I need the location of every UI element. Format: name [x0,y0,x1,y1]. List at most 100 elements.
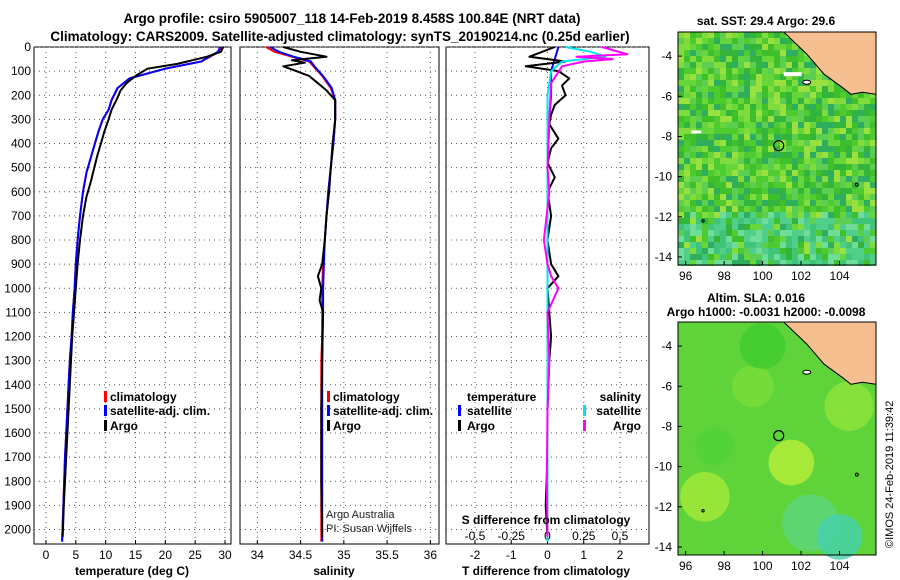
sst-cell [708,248,714,254]
sst-cell [690,236,696,242]
sst-cell [804,260,810,266]
sst-cell [738,182,744,188]
sst-cell [738,50,744,56]
sst-cell [828,224,834,230]
sst-cell [780,50,786,56]
sst-cell [792,230,798,236]
sst-cell [690,98,696,104]
sst-cell [858,170,864,176]
profile-line [282,46,337,537]
sst-cell [792,146,798,152]
sst-cell [738,170,744,176]
sst-cell [816,248,822,254]
sst-cell [780,254,786,260]
sst-cell [786,230,792,236]
sst-cell [834,98,840,104]
legend-argo: Argo [110,419,138,433]
sst-cell [858,122,864,128]
lat-tick-label: -12 [655,210,673,224]
sst-cell [816,80,822,86]
sst-cell [864,200,870,206]
sst-cell [756,56,762,62]
sst-cell [684,158,690,164]
sst-cell [684,68,690,74]
sst-cell [756,80,762,86]
sst-cell [690,68,696,74]
sst-cell [840,206,846,212]
sst-cell [696,62,702,68]
sst-cell [762,242,768,248]
sst-cell [786,248,792,254]
sst-cell [678,176,684,182]
sst-cell [822,260,828,266]
sst-cell [852,206,858,212]
sst-cell [702,80,708,86]
sst-cell [786,38,792,44]
sst-cell [798,200,804,206]
sst-cell [690,254,696,260]
sst-cell [762,146,768,152]
lat-tick-label: -10 [655,460,673,474]
sst-cell [738,224,744,230]
sst-cell [870,236,876,242]
sst-cell [708,200,714,206]
sst-cell [780,158,786,164]
sst-cell [774,230,780,236]
sst-cell [720,248,726,254]
sst-cell [768,44,774,50]
sst-cell [786,170,792,176]
sst-cell [750,128,756,134]
sst-cell [696,92,702,98]
sst-cell [726,80,732,86]
sst-cell [828,164,834,170]
sst-cell [750,182,756,188]
sst-cell [696,242,702,248]
sst-cell [732,140,738,146]
sst-cell [792,242,798,248]
sst-cell [798,218,804,224]
island [802,79,812,85]
sst-cell [822,104,828,110]
sst-cell [708,110,714,116]
sst-cell [702,194,708,200]
sst-cell [684,86,690,92]
sst-cell [804,254,810,260]
sst-cell [810,74,816,80]
sst-cell [828,122,834,128]
y-tick-label: 300 [11,112,31,126]
sst-cell [678,236,684,242]
sst-cell [774,206,780,212]
sst-cell [852,110,858,116]
sst-cell [756,230,762,236]
sst-cell [834,164,840,170]
difference-axis-ticks: -2 -1 0 1 2 [470,548,624,562]
sst-cell [768,224,774,230]
sst-cell [726,170,732,176]
sst-cell [780,80,786,86]
legend-s-argo: Argo [613,419,641,433]
sst-cell [774,50,780,56]
sst-cell [684,248,690,254]
sst-cell [834,188,840,194]
sst-cell [738,134,744,140]
sst-cell [774,74,780,80]
sst-cell [720,194,726,200]
sst-cell [762,200,768,206]
sst-cell [756,152,762,158]
lat-tick-label: -6 [661,379,672,393]
sst-cell [774,116,780,122]
lon-tick-label: 102 [791,559,811,573]
sst-cell [720,38,726,44]
sst-cell [834,236,840,242]
sst-cell [714,164,720,170]
sst-cell [858,146,864,152]
sst-cell [780,218,786,224]
sst-cell [816,236,822,242]
sst-cell [762,98,768,104]
sst-cell [810,248,816,254]
sst-cell [762,176,768,182]
sst-cell [702,176,708,182]
sst-cell [828,146,834,152]
temperature-xlabel: temperature (deg C) [75,564,189,578]
sst-cell [858,98,864,104]
